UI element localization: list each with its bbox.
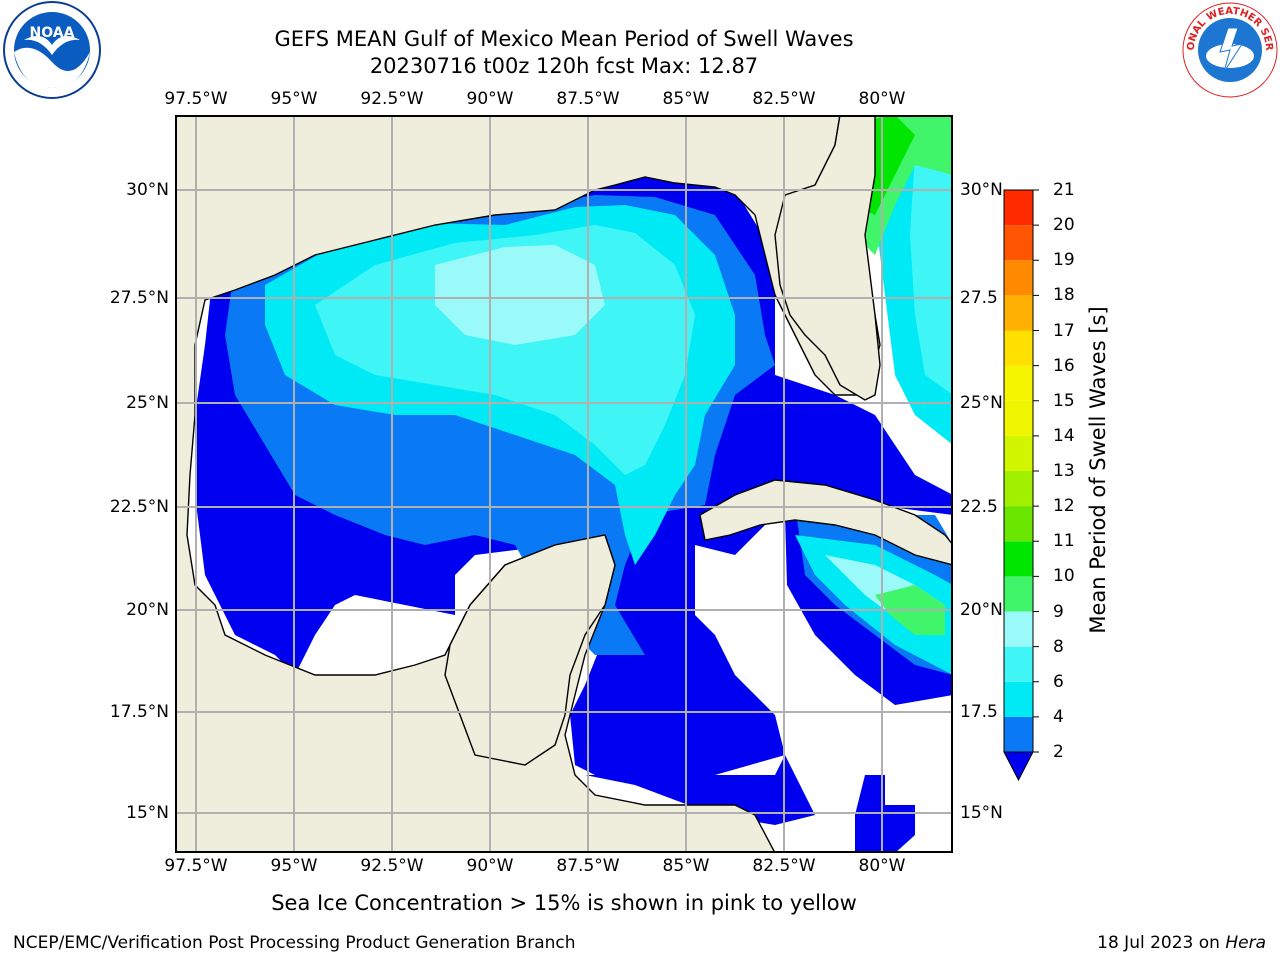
colorbar-segment-14	[1004, 225, 1033, 261]
lat-tick-left-4: 20°N	[126, 600, 169, 620]
colorbar-label-11: 16	[1053, 355, 1075, 376]
colorbar-label-2: 6	[1053, 671, 1064, 692]
lon-tick-bottom-1: 95°W	[270, 856, 318, 876]
colorbar-segment-0	[1004, 716, 1033, 752]
lon-tick-bottom-6: 82.5°W	[752, 856, 816, 876]
footer-machine: Hera	[1225, 933, 1266, 953]
colorbar-label-4: 9	[1053, 601, 1064, 622]
swell-period-map	[175, 115, 953, 853]
lon-tick-top-2: 92.5°W	[360, 89, 424, 109]
colorbar-segment-8	[1004, 435, 1033, 471]
lon-tick-top-6: 82.5°W	[752, 89, 816, 109]
colorbar-label-5: 10	[1053, 566, 1075, 587]
noaa-logo: NOAA	[2, 0, 102, 100]
colorbar-segment-6	[1004, 506, 1033, 542]
colorbar-segment-15	[1004, 190, 1033, 226]
colorbar-label-6: 11	[1053, 531, 1075, 552]
lat-tick-left-3: 22.5°N	[109, 497, 169, 517]
colorbar-label-7: 12	[1053, 496, 1075, 517]
map-frame	[175, 115, 953, 853]
lon-tick-bottom-7: 80°W	[858, 856, 906, 876]
lon-tick-bottom-2: 92.5°W	[360, 856, 424, 876]
colorbar-segment-4	[1004, 576, 1033, 612]
lat-tick-right-1: 27.5	[960, 288, 998, 308]
colorbar-label-1: 4	[1053, 706, 1064, 727]
footer-credit: NCEP/EMC/Verification Post Processing Pr…	[13, 933, 576, 953]
lat-tick-left-6: 15°N	[126, 803, 169, 823]
land-yucatan	[444, 534, 616, 766]
chart-title: GEFS MEAN Gulf of Mexico Mean Period of …	[274, 27, 854, 51]
colorbar-segment-11	[1004, 330, 1033, 366]
lon-tick-top-7: 80°W	[858, 89, 906, 109]
colorbar-segment-2	[1004, 646, 1033, 682]
lon-tick-top-5: 85°W	[662, 89, 710, 109]
colorbar-label-12: 17	[1053, 320, 1075, 341]
footer-date: 18 Jul 2023 on Hera	[1097, 933, 1266, 953]
land-cuba	[699, 479, 953, 566]
colorbar-label-16: 21	[1053, 180, 1075, 200]
swell-under-2s-caribbean	[585, 755, 815, 825]
lon-tick-bottom-3: 90°W	[466, 856, 514, 876]
colorbar-label-15: 20	[1053, 215, 1075, 236]
colorbar-segment-12	[1004, 295, 1033, 331]
graticule	[175, 115, 953, 853]
lat-tick-right-4: 20°N	[960, 600, 1003, 620]
colorbar-label-8: 13	[1053, 461, 1075, 481]
lat-tick-right-0: 30°N	[960, 180, 1003, 200]
colorbar-label-10: 15	[1053, 390, 1075, 411]
lon-tick-bottom-5: 85°W	[662, 856, 710, 876]
colorbar-segment-3	[1004, 611, 1033, 647]
lon-tick-bottom-4: 87.5°W	[556, 856, 620, 876]
colorbar-label-0: 2	[1053, 742, 1064, 762]
colorbar-frame	[1003, 189, 1034, 753]
colorbar-title: Mean Period of Swell Waves [s]	[1086, 306, 1110, 634]
lat-tick-left-2: 25°N	[126, 393, 169, 413]
lon-tick-top-0: 97.5°W	[164, 89, 228, 109]
lon-tick-bottom-0: 97.5°W	[164, 856, 228, 876]
lat-tick-left-0: 30°N	[126, 180, 169, 200]
nws-logo: NATIONAL WEATHER SERVICE	[1176, 0, 1280, 100]
colorbar-label-9: 14	[1053, 425, 1075, 446]
ice-note: Sea Ice Concentration > 15% is shown in …	[271, 891, 857, 915]
lat-tick-left-1: 27.5°N	[109, 288, 169, 308]
lat-tick-right-5: 17.5	[960, 702, 998, 722]
colorbar-segment-13	[1004, 260, 1033, 296]
footer-date-text: 18 Jul 2023 on	[1097, 933, 1220, 953]
lat-tick-right-6: 15°N	[960, 803, 1003, 823]
swell-6-8s-atlantic	[910, 145, 953, 395]
colorbar-segment-9	[1004, 400, 1033, 436]
lat-tick-right-3: 22.5	[960, 497, 998, 517]
lon-tick-top-4: 87.5°W	[556, 89, 620, 109]
colorbar-segment-5	[1004, 541, 1033, 577]
colorbar-label-14: 19	[1053, 250, 1075, 271]
lon-tick-top-1: 95°W	[270, 89, 318, 109]
lat-tick-right-2: 25°N	[960, 393, 1003, 413]
land-florida	[774, 115, 881, 401]
colorbar-segment-10	[1004, 365, 1033, 401]
colorbar-under-triangle	[1003, 751, 1034, 782]
colorbar-label-3: 8	[1053, 636, 1064, 657]
noaa-logo-text: NOAA	[30, 25, 75, 41]
swell-8-9s	[435, 245, 605, 345]
lat-tick-left-5: 17.5°N	[109, 702, 169, 722]
lon-tick-top-3: 90°W	[466, 89, 514, 109]
land	[175, 115, 953, 853]
swell-field	[175, 115, 953, 853]
chart-subtitle: 20230716 t00z 120h fcst Max: 12.87	[369, 54, 759, 78]
colorbar-label-13: 18	[1053, 285, 1075, 306]
swell-4-6s-caribbean	[795, 535, 953, 675]
colorbar-segment-1	[1004, 681, 1033, 717]
colorbar-segment-7	[1004, 471, 1033, 507]
